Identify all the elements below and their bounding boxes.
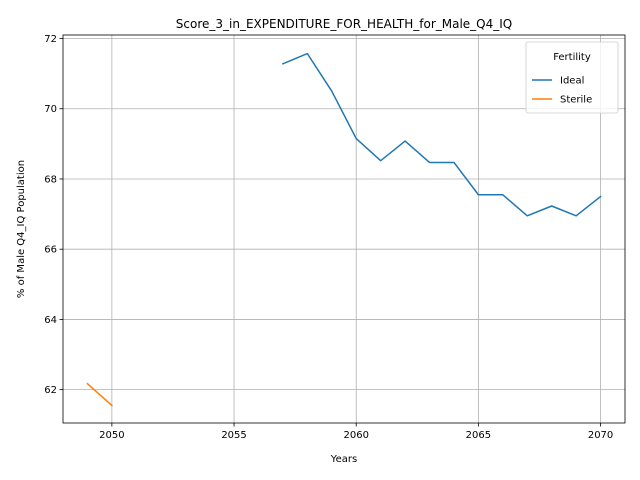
legend-title: Fertility <box>553 52 591 63</box>
x-axis-label: Years <box>330 454 357 465</box>
y-tick-label: 62 <box>44 385 57 396</box>
series-line-ideal <box>281 52 602 217</box>
y-tick-label: 72 <box>44 34 57 45</box>
x-tick-label: 2070 <box>588 430 613 441</box>
legend-entries: Ideal Sterile <box>532 76 592 106</box>
x-tick-label: 2060 <box>343 430 368 441</box>
chart-title: Score_3_in_EXPENDITURE_FOR_HEALTH_for_Ma… <box>176 17 512 31</box>
y-tick-label: 68 <box>44 174 57 185</box>
legend-box <box>525 41 619 114</box>
y-axis-label: % of Male Q4_IQ Population <box>16 160 27 298</box>
legend-label-ideal: Ideal <box>560 76 584 87</box>
y-tick-label: 70 <box>44 104 57 115</box>
y-axis-ticks: 62 64 66 68 70 72 <box>44 34 63 396</box>
x-axis-ticks: 2050 2055 2060 2065 2070 <box>99 423 613 441</box>
series-line-sterile <box>86 382 113 407</box>
legend: Fertility Ideal Sterile <box>525 41 619 114</box>
x-tick-label: 2055 <box>221 430 246 441</box>
plot-frame <box>62 34 626 424</box>
x-tick-label: 2065 <box>466 430 491 441</box>
legend-label-sterile: Sterile <box>560 95 592 106</box>
x-tick-label: 2050 <box>99 430 124 441</box>
series-lines <box>86 52 602 407</box>
y-tick-label: 64 <box>44 315 57 326</box>
y-tick-label: 66 <box>44 245 57 256</box>
